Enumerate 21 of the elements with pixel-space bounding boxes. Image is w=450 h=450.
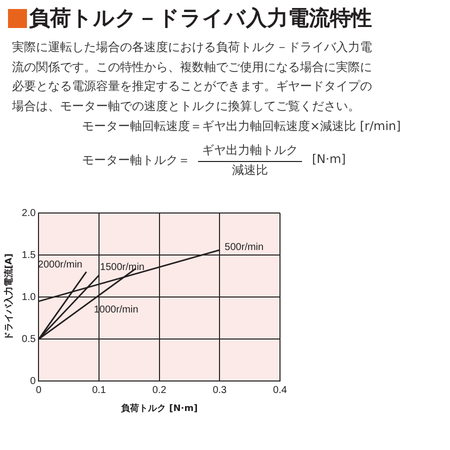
y-tick-label: 2.0: [22, 208, 36, 219]
x-tick-label: 0.1: [92, 384, 106, 396]
series-label: 500r/min: [224, 242, 264, 253]
y-axis-title: ドライバ入力電流[A]: [4, 254, 15, 341]
y-tick-label: 0: [30, 376, 36, 387]
text: モーター軸回転速度＝ギヤ出力軸回転速度×減速比 [r/min]: [82, 118, 401, 135]
x-tick-label: 0.2: [152, 384, 167, 396]
text: ギヤ出力軸トルク: [198, 142, 302, 162]
x-axis-title: 負荷トルク [N·m]: [121, 402, 198, 414]
y-tick-label: 0.5: [22, 334, 36, 345]
chart-subtitle: 実際に運転した場合の各速度における負荷トルク－ドライバ入力電流の関係です。この特性から、複数軸でご使用になる場合に実際に必要となる電源容量を推定することができます。ギヤードタイプの場合は、モーター軸での速度とトルクに換算してご覧ください。: [12, 39, 373, 114]
text: [N·m]: [312, 152, 346, 166]
x-tick-label: 0.4: [273, 384, 288, 396]
series-label: 1500r/min: [100, 262, 144, 273]
text: 減速比: [231, 162, 269, 179]
series-label: 2000r/min: [38, 260, 82, 271]
text: モーター軸トルク＝: [82, 152, 190, 169]
y-tick-label: 1.0: [22, 292, 36, 303]
y-tick-label: 1.5: [22, 250, 36, 261]
x-tick-label: 0.3: [212, 384, 228, 396]
chart-title: 負荷トルク－ドライバ入力電流特性: [29, 5, 372, 32]
